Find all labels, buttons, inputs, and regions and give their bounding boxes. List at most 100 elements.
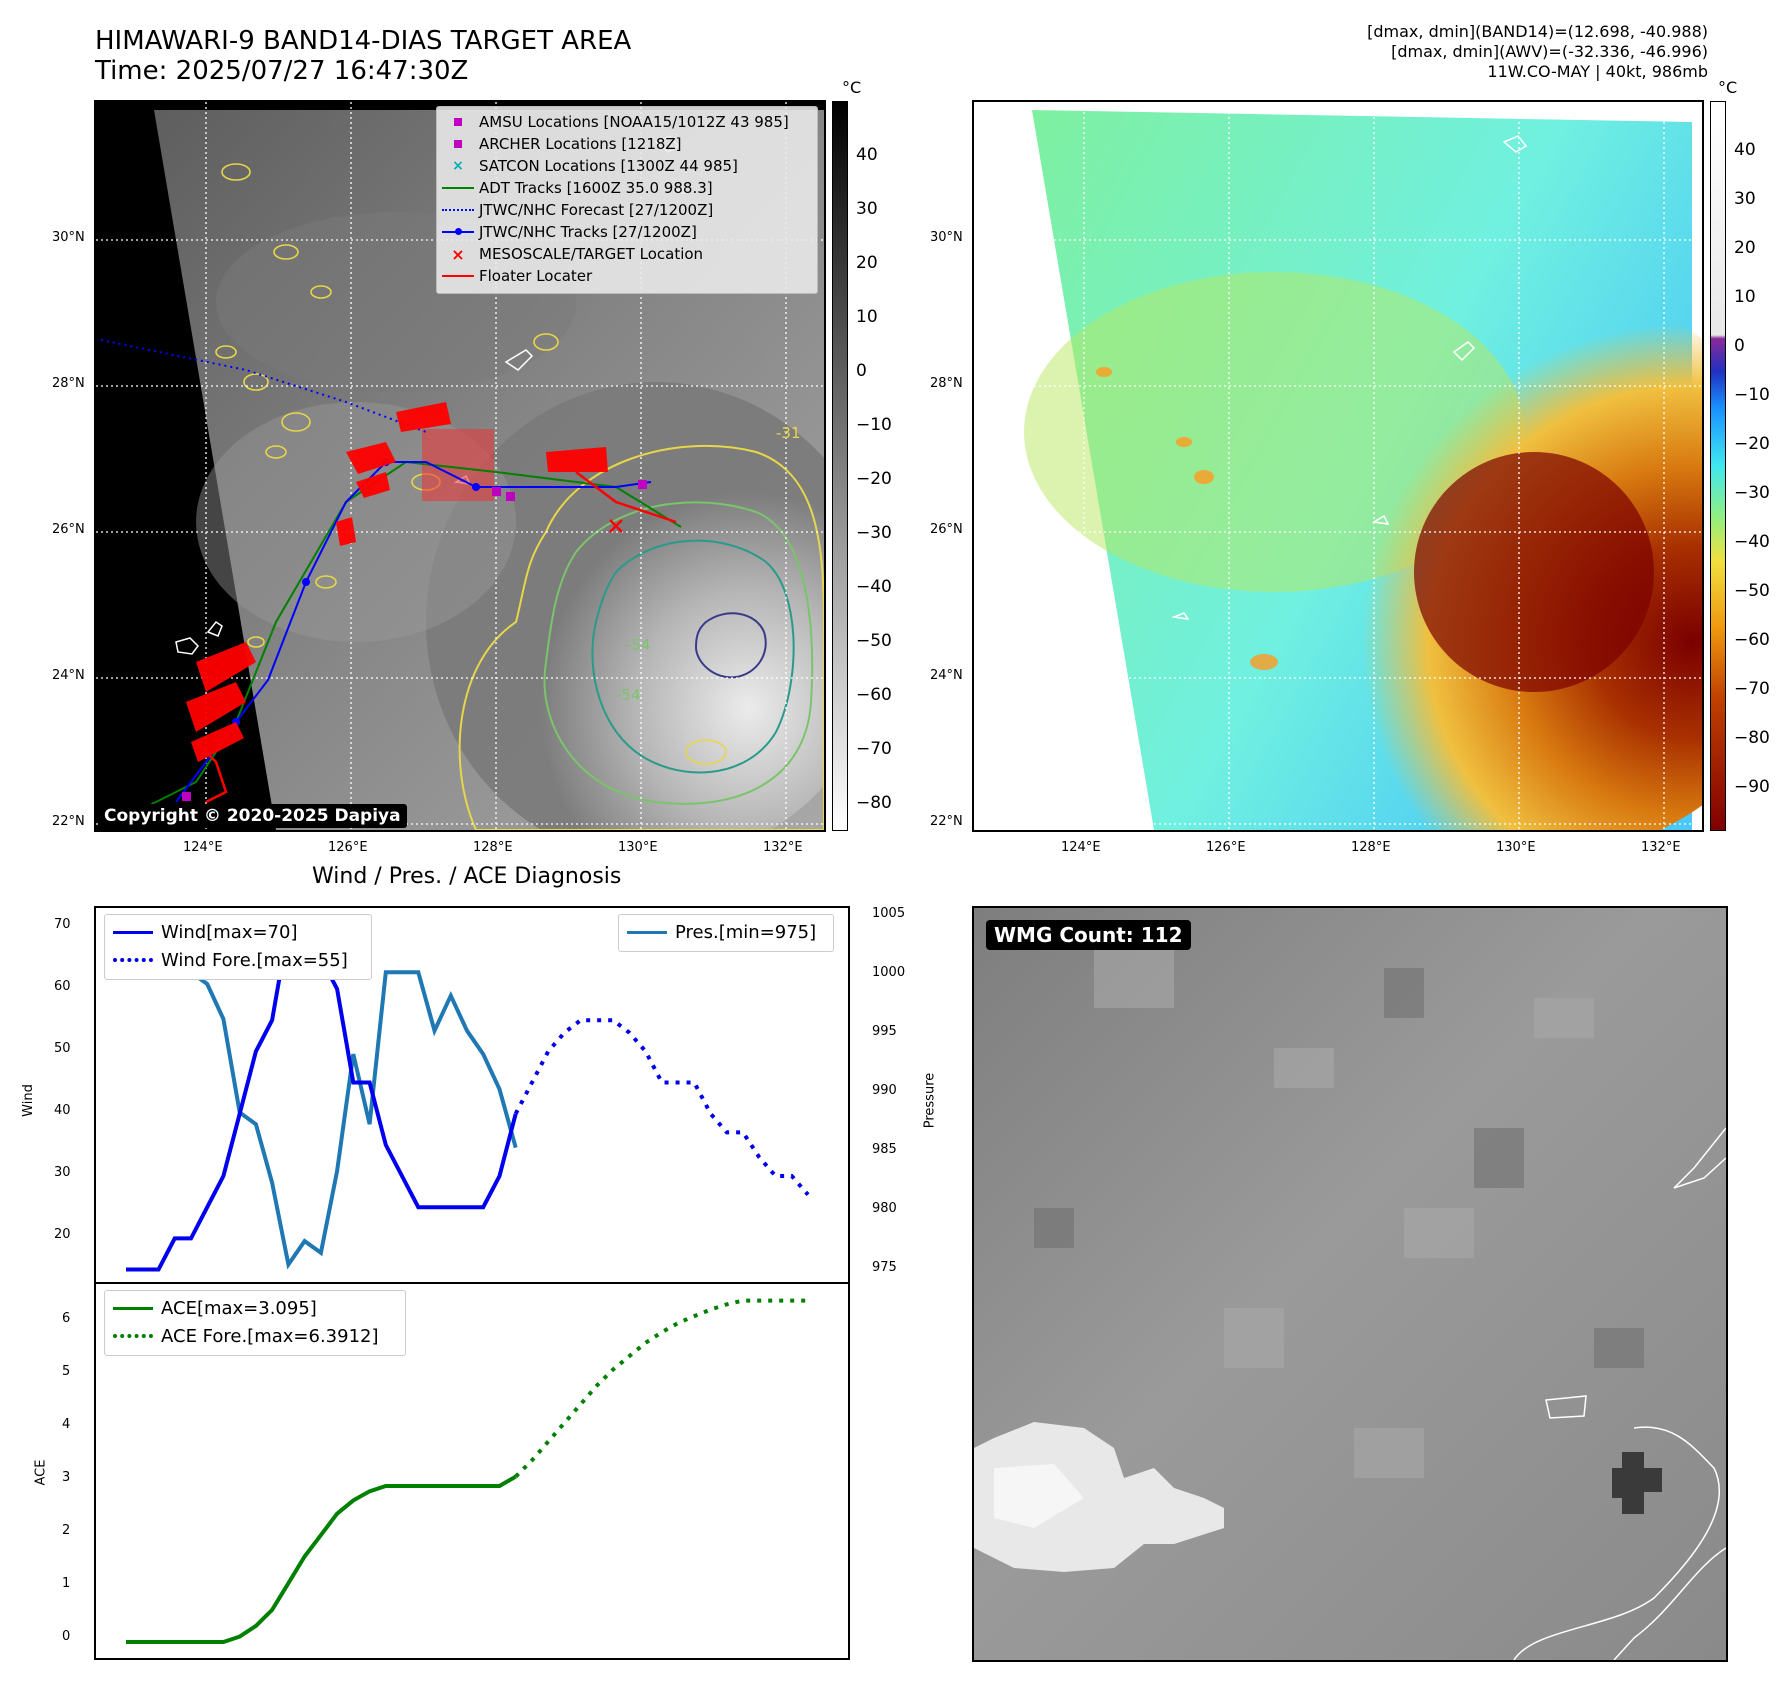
cb-tick: −60: [1734, 630, 1770, 650]
lon-label: 124°E: [183, 840, 223, 855]
diagnosis-title: Wind / Pres. / ACE Diagnosis: [312, 864, 622, 889]
lat-label: 30°N: [52, 230, 85, 245]
cb-tick: 0: [856, 361, 867, 381]
cb-tick: −30: [856, 523, 892, 543]
cb-tick: −40: [1734, 532, 1770, 552]
cb-tick: 40: [856, 145, 878, 165]
legend-mesoscale: × MESOSCALE/TARGET Location: [451, 244, 704, 264]
lon-label: 128°E: [1351, 840, 1391, 855]
cb-tick: −60: [856, 685, 892, 705]
ace-line: [126, 1474, 517, 1644]
legend-satcon: × SATCON Locations [1300Z 44 985]: [452, 157, 738, 175]
cb-tick: 40: [1734, 140, 1756, 160]
pressure-ylabel: Pressure: [922, 1072, 938, 1129]
wind-ytick: 70: [54, 917, 71, 932]
lon-label: 124°E: [1061, 840, 1101, 855]
map-legend: AMSU Locations [NOAA15/1012Z 43 985] ARC…: [436, 106, 818, 294]
lat-label: 28°N: [52, 376, 85, 391]
lon-label: 132°E: [1641, 840, 1681, 855]
legend-jtwc-forecast: JTWC/NHC Forecast [27/1200Z]: [437, 199, 713, 221]
pressure-ytick: 990: [872, 1083, 897, 1098]
legend-adt: ADT Tracks [1600Z 35.0 988.3]: [437, 177, 713, 199]
wind-ytick: 20: [54, 1227, 71, 1242]
ace-ylabel: ACE: [33, 1459, 49, 1486]
pressure-ytick: 1005: [872, 906, 906, 921]
ace-ytick: 1: [62, 1576, 71, 1591]
cb-tick: −10: [1734, 385, 1770, 405]
cb-tick: −40: [856, 577, 892, 597]
lon-label: 132°E: [763, 840, 803, 855]
legend-jtwc-tracks: JTWC/NHC Tracks [27/1200Z]: [437, 221, 697, 243]
cb-tick: 10: [1734, 287, 1756, 307]
ir-color-map: [972, 100, 1704, 832]
color-colorbar: [1710, 101, 1726, 831]
pressure-ytick: 975: [872, 1260, 897, 1275]
lon-label: 128°E: [473, 840, 513, 855]
lat-label: 22°N: [52, 814, 85, 829]
title-line-1: HIMAWARI-9 BAND14-DIAS TARGET AREA: [95, 26, 632, 56]
cb-tick: 20: [1734, 238, 1756, 258]
contour-label-2: -54: [616, 686, 641, 704]
pressure-ytick: 995: [872, 1024, 897, 1039]
wmg-zoom-svg: [974, 908, 1726, 1660]
cb-tick: 30: [856, 199, 878, 219]
cb-tick: 30: [1734, 189, 1756, 209]
lat-label: 26°N: [52, 522, 85, 537]
wind-ytick: 50: [54, 1041, 71, 1056]
cb-tick: −70: [856, 739, 892, 759]
lon-label: 130°E: [618, 840, 658, 855]
lat-label: 22°N: [930, 814, 963, 829]
info-awv: [dmax, dmin](AWV)=(-32.336, -46.996): [1391, 42, 1708, 61]
lat-label: 24°N: [52, 668, 85, 683]
chart-title: HIMAWARI-9 BAND14-DIAS TARGET AREA Time:…: [95, 26, 631, 86]
cb-tick: −80: [1734, 728, 1770, 748]
storm-info: [dmax, dmin](BAND14)=(12.698, -40.988) […: [1367, 22, 1708, 82]
ace-ytick: 3: [62, 1470, 71, 1485]
cb-tick: −20: [1734, 434, 1770, 454]
ir-gray-map: -31 -54 -54 AMSU Locations [NOAA15/1012Z…: [94, 100, 826, 832]
wind-legend: Wind[max=70] Wind Fore.[max=55]: [104, 914, 372, 980]
ace-ytick: 6: [62, 1311, 71, 1326]
ace-legend: ACE[max=3.095] ACE Fore.[max=6.3912]: [104, 1290, 406, 1356]
lat-label: 30°N: [930, 230, 963, 245]
copyright-badge: Copyright © 2020-2025 Dapiya: [98, 804, 407, 828]
cb-tick: −80: [856, 793, 892, 813]
ace-plot: [94, 1282, 850, 1660]
legend-archer: ARCHER Locations [1218Z]: [437, 133, 682, 155]
pressure-legend: Pres.[min=975]: [618, 914, 834, 952]
wind-ylabel: Wind: [20, 1084, 36, 1117]
pressure-ytick: 980: [872, 1201, 897, 1216]
cb-tick: 20: [856, 253, 878, 273]
bright-cloud: [974, 1422, 1224, 1572]
cold-core: [1612, 1452, 1662, 1514]
legend-wind: Wind[max=70]: [105, 921, 298, 943]
cb-tick: −50: [856, 631, 892, 651]
legend-floater: Floater Locater: [437, 265, 592, 287]
legend-ace-forecast: ACE Fore.[max=6.3912]: [105, 1325, 379, 1347]
lat-label: 26°N: [930, 522, 963, 537]
color-colorbar-unit: °C: [1718, 78, 1738, 97]
lon-label: 126°E: [1206, 840, 1246, 855]
ace-ytick: 4: [62, 1417, 71, 1432]
legend-wind-forecast: Wind Fore.[max=55]: [105, 949, 348, 971]
cb-tick: −10: [856, 415, 892, 435]
wind-ytick: 40: [54, 1103, 71, 1118]
legend-ace: ACE[max=3.095]: [105, 1297, 317, 1319]
ace-ytick: 2: [62, 1523, 71, 1538]
info-storm: 11W.CO-MAY | 40kt, 986mb: [1487, 62, 1708, 81]
cb-tick: 10: [856, 307, 878, 327]
cb-tick: −70: [1734, 679, 1770, 699]
contour-label-1: -31: [776, 424, 801, 442]
contour-label-3: -54: [626, 636, 651, 654]
wind-forecast-line: [513, 1018, 810, 1197]
gray-colorbar: [832, 101, 848, 831]
pressure-ytick: 1000: [872, 965, 906, 980]
cb-tick: 0: [1734, 336, 1745, 356]
lon-label: 130°E: [1496, 840, 1536, 855]
ace-ytick: 0: [62, 1629, 71, 1644]
lon-label: 126°E: [328, 840, 368, 855]
lat-label: 28°N: [930, 376, 963, 391]
cb-tick: −90: [1734, 777, 1770, 797]
legend-pressure: Pres.[min=975]: [619, 921, 816, 943]
info-band14: [dmax, dmin](BAND14)=(12.698, -40.988): [1367, 22, 1708, 41]
